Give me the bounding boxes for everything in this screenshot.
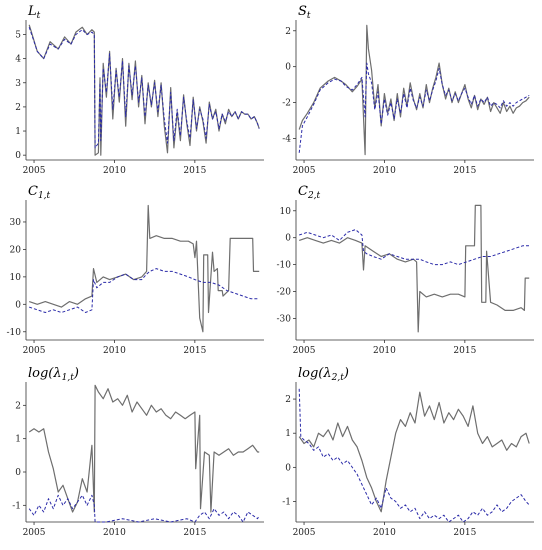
panel-title-main: C <box>28 184 38 199</box>
x-tick-label: 2010 <box>103 528 126 538</box>
y-tick-label: 3 <box>15 79 21 89</box>
panel-2: St 2005 2010 2015 -4 -2 0 2 <box>282 4 534 176</box>
x-tick-label: 2005 <box>23 166 46 176</box>
y-tick-label: -1 <box>282 498 291 508</box>
series-line-solid <box>298 391 530 513</box>
x-tick-label: 2015 <box>453 346 476 356</box>
panel-title: C2,t <box>298 184 321 201</box>
panel-title: St <box>298 4 311 21</box>
x-tick-label: 2005 <box>293 528 316 538</box>
y-tick-label: 0 <box>15 300 21 310</box>
y-tick-label: 30 <box>10 218 22 228</box>
series-line-dashed <box>298 388 530 523</box>
series-line-dashed <box>299 229 530 266</box>
x-tick-label: 2010 <box>373 166 396 176</box>
x-tick-label: 2015 <box>183 166 206 176</box>
series-line-solid <box>298 24 530 156</box>
y-tick-label: 0 <box>285 63 291 73</box>
y-tick-label: -30 <box>277 314 292 324</box>
panel-title: Lt <box>27 4 41 21</box>
y-tick-label: -2 <box>282 99 291 109</box>
y-tick-label: 4 <box>15 55 21 65</box>
x-tick-label: 2015 <box>183 528 206 538</box>
y-tick-label: 10 <box>10 273 22 283</box>
panel-title-subscript: t <box>307 11 311 21</box>
y-tick-label: -10 <box>7 328 22 338</box>
x-tick-label: 2010 <box>373 346 396 356</box>
y-tick-label: -1 <box>12 501 21 511</box>
series-line-solid <box>29 204 260 333</box>
y-tick-label: 2 <box>15 103 21 113</box>
y-tick-label: -10 <box>277 261 292 271</box>
y-tick-label: 0 <box>285 234 291 244</box>
x-tick-label: 2010 <box>103 166 126 176</box>
panel-title: log(λ2,t) <box>298 366 349 383</box>
y-tick-label: 2 <box>285 395 291 405</box>
panel-title-main: C <box>298 184 308 199</box>
y-tick-label: -4 <box>282 134 291 144</box>
panel-title-subscript: 2,t <box>307 191 321 201</box>
y-tick-label: 0 <box>15 468 21 478</box>
x-tick-label: 2005 <box>23 528 46 538</box>
y-tick-label: 1 <box>15 127 21 137</box>
panel-title: log(λ1,t) <box>28 366 79 383</box>
panel-title-main: log(λ <box>28 366 62 381</box>
x-tick-label: 2010 <box>373 528 396 538</box>
y-tick-label: -20 <box>277 288 292 298</box>
x-tick-label: 2015 <box>453 166 476 176</box>
y-tick-label: 0 <box>285 463 291 473</box>
y-tick-label: 0 <box>15 151 21 161</box>
panel-5: log(λ1,t) 2005 2010 2015 -1 0 1 2 <box>12 366 264 538</box>
panel-4: C2,t 2005 2010 2015 -30 -20 -10 0 10 <box>277 184 534 356</box>
x-tick-label: 2005 <box>23 346 46 356</box>
y-tick-label: 20 <box>10 245 22 255</box>
series-line-dashed <box>28 27 260 149</box>
y-tick-label: 1 <box>15 435 21 445</box>
panel-title-main: log(λ <box>298 366 332 381</box>
series-line-dashed <box>29 268 260 313</box>
panel-1: Lt 2005 2010 2015 0 1 2 3 4 5 <box>15 4 264 176</box>
panel-title: C1,t <box>28 184 51 201</box>
x-tick-label: 2015 <box>453 528 476 538</box>
y-tick-label: 10 <box>280 207 292 217</box>
panel-title-tail: ) <box>343 366 349 381</box>
x-tick-label: 2010 <box>103 346 126 356</box>
y-tick-label: 1 <box>285 429 291 439</box>
series-line-solid <box>28 384 260 513</box>
panel-title-tail: ) <box>73 366 79 381</box>
y-tick-label: 2 <box>15 401 21 411</box>
panel-title-subscript: t <box>37 11 41 21</box>
series-line-dashed <box>298 62 530 153</box>
panel-title-subscript: 1,t <box>62 373 75 383</box>
series-line-dashed <box>28 494 260 523</box>
x-tick-label: 2005 <box>293 346 316 356</box>
panel-6: log(λ2,t) 2005 2010 2015 -1 0 1 2 <box>282 366 534 538</box>
panel-title-main: L <box>27 4 37 19</box>
series-line-solid <box>28 24 260 156</box>
panel-title-main: S <box>298 4 307 19</box>
panel-title-subscript: 1,t <box>38 191 51 201</box>
panel-3: C1,t 2005 2010 2015 -10 0 10 20 30 <box>7 184 264 356</box>
x-tick-label: 2015 <box>183 346 206 356</box>
x-tick-label: 2005 <box>293 166 316 176</box>
y-tick-label: 2 <box>285 27 291 37</box>
y-tick-label: 5 <box>15 30 21 40</box>
series-line-solid <box>299 204 530 333</box>
panel-title-subscript: 2,t <box>331 373 345 383</box>
